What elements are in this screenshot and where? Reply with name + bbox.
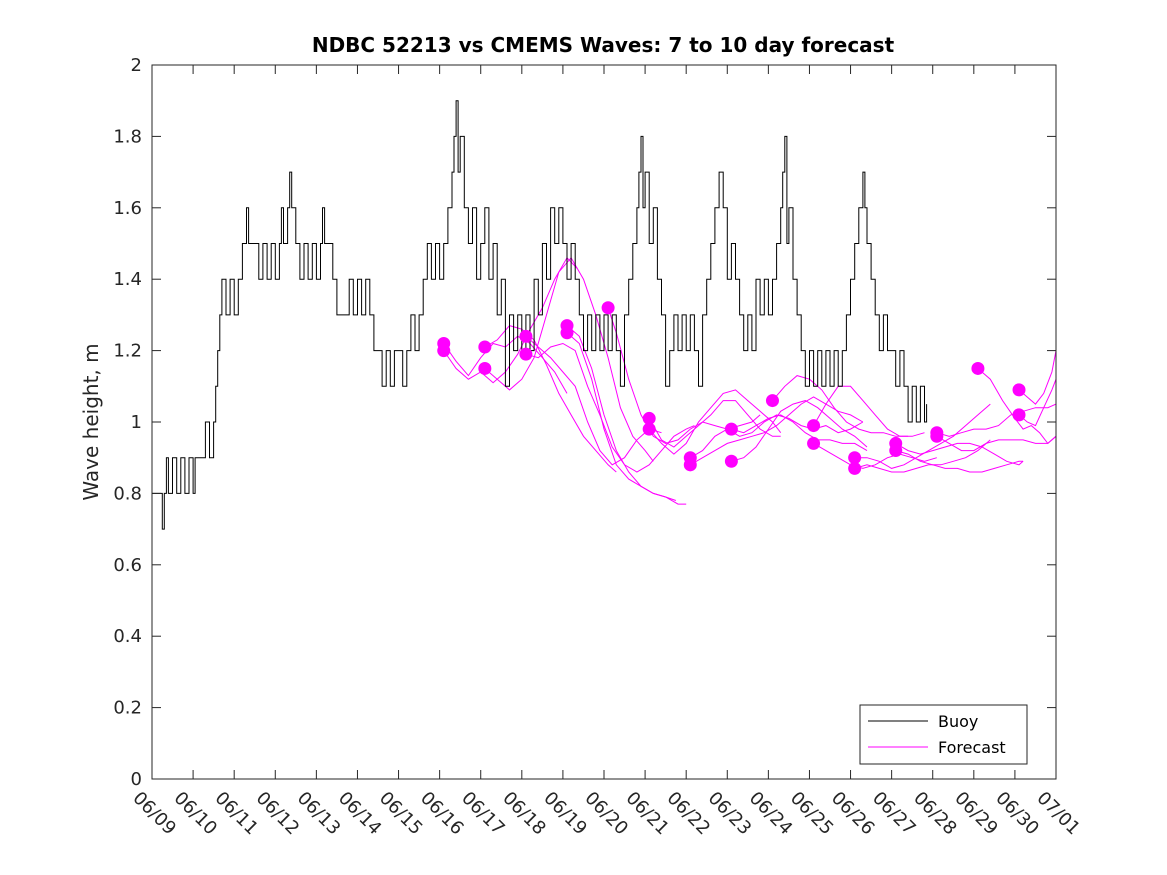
forecast-line <box>607 307 761 444</box>
y-tick-label: 2 <box>131 55 142 76</box>
forecast-start-marker <box>807 419 821 433</box>
forecast-start-marker <box>930 429 944 443</box>
legend: Buoy Forecast <box>859 704 1028 765</box>
forecast-line <box>813 385 925 437</box>
forecast-start-marker <box>683 458 697 472</box>
y-tick-label: 1.4 <box>113 269 142 290</box>
forecast-line <box>731 400 868 462</box>
forecast-line <box>854 439 991 473</box>
axes <box>151 64 1057 780</box>
forecast-series <box>443 256 1056 505</box>
y-tick-label: 0.4 <box>113 626 142 647</box>
legend-box <box>859 704 1028 765</box>
forecast-line <box>977 368 1056 445</box>
forecast-line <box>936 435 1056 452</box>
forecast-start-marker <box>478 361 492 375</box>
forecast-start-marker <box>848 461 862 475</box>
y-tick-label: 0.2 <box>113 698 142 719</box>
forecast-line <box>895 450 1024 473</box>
forecast-start-marker <box>971 361 985 375</box>
y-tick-label: 0.6 <box>113 555 142 576</box>
forecast-line <box>1018 350 1056 405</box>
forecast-line <box>772 375 909 437</box>
forecast-start-marker <box>642 411 656 425</box>
forecast-start-marker <box>848 451 862 465</box>
y-tick-label: 1.8 <box>113 126 142 147</box>
forecast-line <box>525 335 662 466</box>
legend-forecast-label: Forecast <box>938 738 1006 757</box>
forecast-start-marker <box>1012 408 1026 422</box>
forecast-start-markers <box>437 301 1026 475</box>
forecast-start-marker <box>642 422 656 436</box>
forecast-start-marker <box>478 340 492 354</box>
forecast-line <box>690 414 864 459</box>
buoy-series <box>152 100 928 530</box>
forecast-start-marker <box>889 444 903 458</box>
forecast-start-marker <box>807 436 821 450</box>
forecast-line <box>484 325 617 473</box>
forecast-line <box>1018 379 1056 427</box>
legend-buoy-label: Buoy <box>938 712 978 731</box>
forecast-start-marker <box>724 454 738 468</box>
forecast-line <box>690 396 864 466</box>
forecast-start-marker <box>765 394 779 408</box>
forecast-start-marker <box>519 347 533 361</box>
forecast-line <box>936 403 1056 437</box>
forecast-start-marker <box>519 329 533 343</box>
forecast-line <box>525 342 695 473</box>
forecast-line <box>854 403 991 469</box>
y-tick-label: 1.6 <box>113 198 142 219</box>
forecast-line <box>566 325 687 505</box>
forecast-start-marker <box>560 326 574 340</box>
forecast-line <box>731 414 868 452</box>
forecast-line <box>648 400 781 448</box>
forecast-line <box>648 389 782 455</box>
buoy-line <box>152 100 928 530</box>
y-axis-label: Wave height, m <box>79 343 103 500</box>
forecast-line <box>443 256 578 384</box>
y-tick-label: 0 <box>131 769 142 790</box>
forecast-start-marker <box>1012 383 1026 397</box>
forecast-start-marker <box>437 344 451 358</box>
chart-title: NDBC 52213 vs CMEMS Waves: 7 to 10 day f… <box>312 33 895 57</box>
forecast-line <box>895 442 1024 466</box>
forecast-line <box>566 332 677 501</box>
forecast-start-marker <box>724 422 738 436</box>
forecast-start-marker <box>601 301 615 315</box>
y-tick-label: 0.8 <box>113 483 142 504</box>
y-tick-label: 1 <box>131 412 142 433</box>
y-tick-label: 1.2 <box>113 341 142 362</box>
